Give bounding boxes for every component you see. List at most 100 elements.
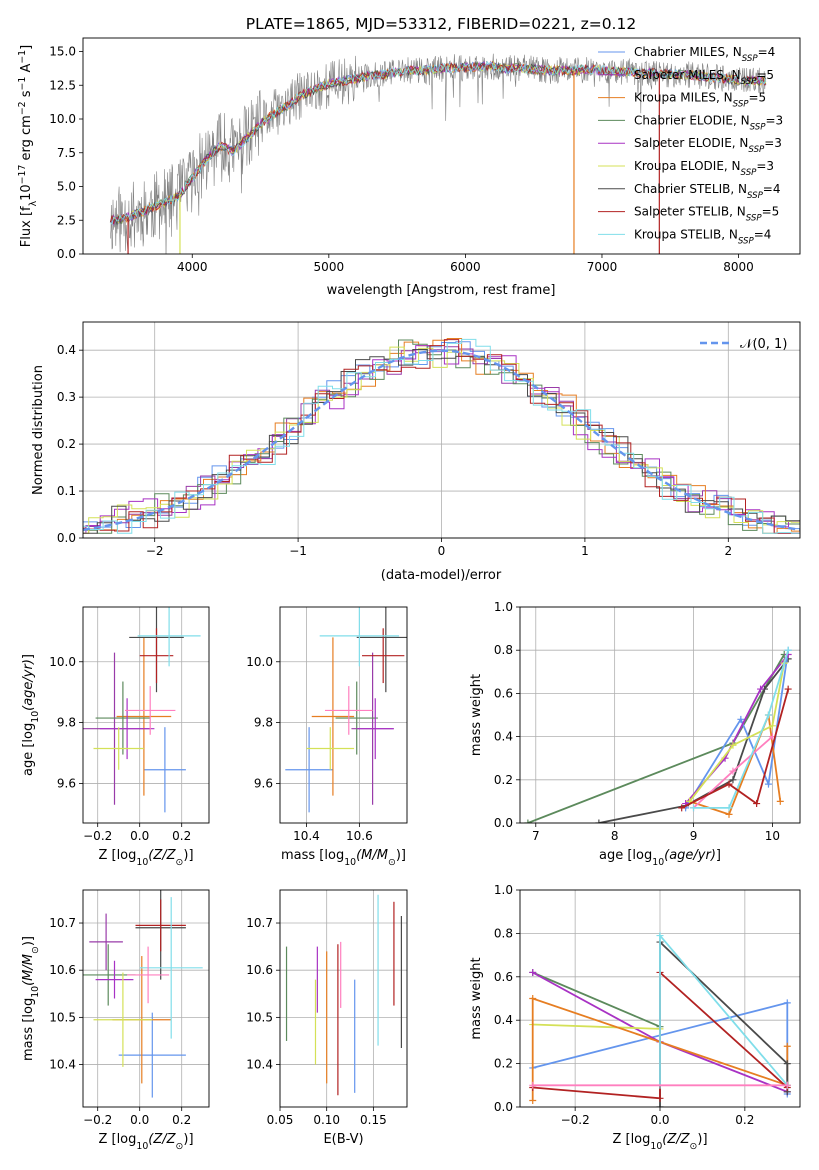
y-tick-label: 5.0 xyxy=(57,180,76,194)
y-tick-label: 10.4 xyxy=(246,1058,273,1072)
legend-label: Chabrier STELIB, NSSP=4 xyxy=(634,182,781,201)
y-tick-label: 10.0 xyxy=(246,655,273,669)
y-tick-label: 0.1 xyxy=(57,484,76,498)
y-tick-label: 9.6 xyxy=(57,776,76,790)
x-tick-label: 0.0 xyxy=(650,1113,669,1127)
x-tick-label: 8 xyxy=(611,829,619,843)
histogram-plot-area xyxy=(83,338,800,534)
y-tick-label: 0.6 xyxy=(494,686,513,700)
x-tick-label: −1 xyxy=(289,544,307,558)
axes-frame xyxy=(82,321,801,539)
legend-label: Salpeter MILES, NSSP=5 xyxy=(634,68,774,87)
data-marker xyxy=(757,685,765,693)
y-tick-label: 10.7 xyxy=(49,916,76,930)
x-tick-label: 0.2 xyxy=(735,1113,754,1127)
y-axis-label: mass [log10(M/M⊙)] xyxy=(21,936,41,1061)
y-axis-label: mass weight xyxy=(469,674,484,756)
x-tick-label: 0.2 xyxy=(172,1113,191,1127)
model-spectrum xyxy=(110,60,767,225)
legend-label: Kroupa ELODIE, NSSP=3 xyxy=(634,159,774,178)
y-tick-label: 0.3 xyxy=(57,390,76,404)
y-tick-label: 7.5 xyxy=(57,146,76,160)
data-marker xyxy=(768,722,776,730)
data-marker xyxy=(764,711,772,719)
x-axis-label: E(B-V) xyxy=(323,1132,363,1147)
data-marker xyxy=(729,767,737,775)
y-axis-label: Normed distribution xyxy=(31,365,46,495)
data-marker xyxy=(725,810,733,818)
weight_vs_age-panel: 7 8 9 10 0.0 0.2 0.4 0.6 0.8 1.0 age [log10(age/yr… xyxy=(469,600,801,868)
y-tick-label: 12.5 xyxy=(49,78,76,92)
legend-label: Salpeter STELIB, NSSP=5 xyxy=(634,205,779,224)
data-marker xyxy=(783,1042,791,1050)
x-tick-label: 0.2 xyxy=(172,829,191,843)
x-tick-label: 0.05 xyxy=(267,1113,294,1127)
y-tick-label: 0.0 xyxy=(494,1100,513,1114)
data-marker xyxy=(784,646,792,654)
y-tick-label: 0.6 xyxy=(494,970,513,984)
y-tick-label: 0.4 xyxy=(57,343,76,357)
y-tick-label: 10.4 xyxy=(49,1058,76,1072)
legend-label: Kroupa MILES, NSSP=5 xyxy=(634,91,766,110)
axes-frame xyxy=(519,606,801,824)
data-marker xyxy=(529,995,537,1002)
x-axis-label: Z [log10(Z/Z⊙)] xyxy=(612,1132,707,1152)
data-marker xyxy=(529,1096,537,1104)
x-tick-label: 0 xyxy=(438,544,446,558)
y-tick-label: 10.0 xyxy=(49,112,76,126)
x-axis-label: age [log10(age/yr)] xyxy=(599,848,721,868)
x-tick-label: −0.2 xyxy=(83,829,112,843)
axes-frame xyxy=(279,889,408,1108)
histogram-series xyxy=(83,339,800,534)
x-tick-label: 4000 xyxy=(177,260,208,274)
y-tick-label: 10.0 xyxy=(49,655,76,669)
errorbar-plot-area xyxy=(285,894,402,1096)
x-axis-label: (data-model)/error xyxy=(381,568,502,583)
x-tick-label: 9 xyxy=(690,829,698,843)
x-tick-label: 0.0 xyxy=(130,1113,149,1127)
data-marker xyxy=(729,776,737,784)
line-plot-area xyxy=(524,646,792,823)
axes-frame xyxy=(519,889,801,1108)
y-tick-label: 0.2 xyxy=(494,773,513,787)
x-tick-label: 6000 xyxy=(450,260,481,274)
data-marker xyxy=(753,800,761,808)
age_vs_mass-panel: 10.4 10.6 9.6 9.8 10.0 mass [log10(M/M⊙)] xyxy=(246,606,408,868)
data-marker xyxy=(656,1103,664,1107)
y-tick-label: 15.0 xyxy=(49,45,76,59)
weight-series xyxy=(659,939,789,1107)
axes-frame xyxy=(279,606,408,824)
age_vs_Z-panel: −0.2 0.0 0.2 9.6 9.8 10.0 Z [log10(Z/Z⊙)] age [… xyxy=(21,606,210,868)
data-marker xyxy=(529,1081,537,1089)
legend-label: Chabrier ELODIE, NSSP=3 xyxy=(634,113,783,132)
y-tick-label: 10.6 xyxy=(246,963,273,977)
data-marker xyxy=(783,999,791,1007)
legend-label: Salpeter ELODIE, NSSP=3 xyxy=(634,136,782,155)
y-tick-label: 10.5 xyxy=(246,1010,273,1024)
y-tick-label: 9.6 xyxy=(254,776,273,790)
x-tick-label: −0.2 xyxy=(561,1113,590,1127)
y-tick-label: 0.8 xyxy=(494,643,513,657)
data-marker xyxy=(783,1081,791,1089)
errorbar-plot-area xyxy=(285,607,407,813)
mass_vs_Z-panel: −0.2 0.0 0.2 10.4 10.5 10.6 10.7 Z [log10(Z/Z⊙)… xyxy=(21,889,210,1152)
y-tick-label: 1.0 xyxy=(494,883,513,897)
errorbar-plot-area xyxy=(83,607,201,813)
x-tick-label: 10.4 xyxy=(293,829,320,843)
histogram-series xyxy=(83,338,800,534)
errorbar-plot-area xyxy=(83,890,203,1098)
y-tick-label: 10.5 xyxy=(49,1010,76,1024)
x-axis-label: Z [log10(Z/Z⊙)] xyxy=(98,848,193,868)
data-marker xyxy=(737,715,745,723)
y-tick-label: 1.0 xyxy=(494,600,513,614)
data-marker xyxy=(529,968,537,976)
legend-label: Chabrier MILES, NSSP=4 xyxy=(634,45,775,64)
data-marker xyxy=(656,1094,664,1102)
data-marker xyxy=(725,780,733,788)
data-marker xyxy=(764,780,772,788)
x-tick-label: −0.2 xyxy=(83,1113,112,1127)
y-tick-label: 9.8 xyxy=(254,716,273,730)
data-marker xyxy=(690,804,698,812)
x-tick-label: 0.15 xyxy=(360,1113,387,1127)
y-axis-label: mass weight xyxy=(469,957,484,1039)
